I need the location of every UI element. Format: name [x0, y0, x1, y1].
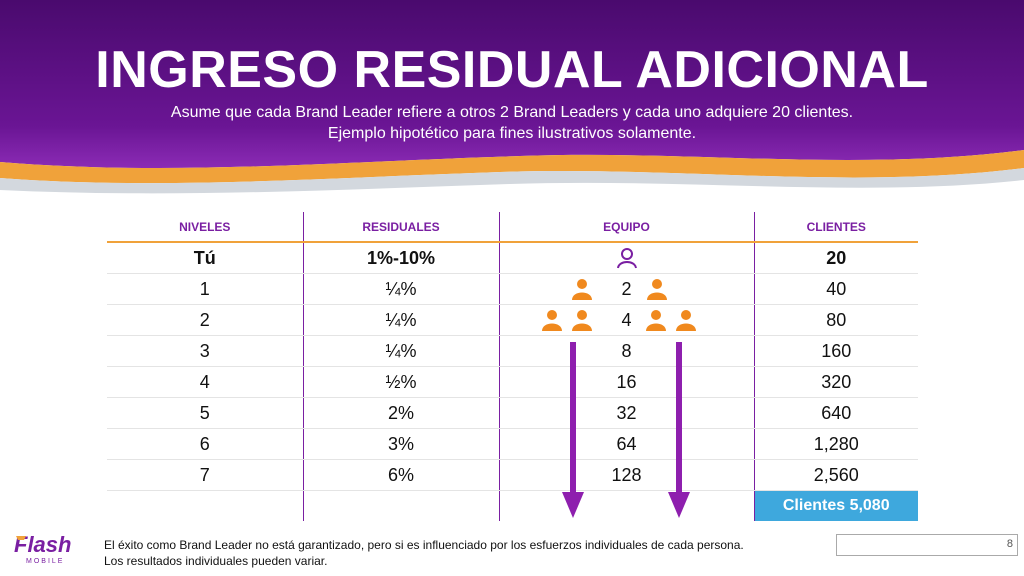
header-residuales: RESIDUALES: [302, 212, 499, 243]
cell-equipo: 16: [498, 366, 754, 398]
table-row: 3 ¼% 8 160: [107, 335, 918, 367]
header-background: [0, 0, 1024, 194]
disclaimer-line-1: El éxito como Brand Leader no está garan…: [104, 538, 744, 552]
page-number: 8: [836, 534, 1018, 556]
cell-residual: 3%: [302, 428, 499, 460]
table-row: 7 6% 128 2,560: [107, 459, 918, 491]
person-icon: [571, 310, 592, 331]
cell-nivel: 2: [107, 304, 303, 336]
cell-equipo: 2: [498, 273, 754, 305]
table-row: 4 ½% 16 320: [107, 366, 918, 398]
table-row: 6 3% 64 1,280: [107, 428, 918, 460]
table-row: Tú 1%-10% 20: [107, 242, 918, 274]
cell-equipo: 32: [498, 397, 754, 429]
equipo-count: 2: [621, 278, 632, 299]
person-icon: [646, 279, 667, 300]
cell-empty: [107, 491, 303, 522]
cell-equipo: [498, 242, 754, 274]
cell-nivel: Tú: [107, 242, 303, 274]
cell-residual: 1%-10%: [302, 242, 499, 274]
person-icon: [541, 310, 562, 331]
total-clientes: Clientes 5,080: [753, 490, 918, 521]
cell-nivel: 3: [107, 335, 303, 367]
cell-equipo: 8: [498, 335, 754, 367]
disclaimer: El éxito como Brand Leader no está garan…: [104, 537, 744, 569]
cell-empty: [498, 490, 754, 521]
down-arrow-icon: [668, 342, 690, 518]
table-row: 5 2% 32 640: [107, 397, 918, 429]
person-icon: [645, 310, 666, 331]
subtitle-line-2: Ejemplo hipotético para fines ilustrativ…: [327, 125, 697, 142]
person-icon: [675, 310, 696, 331]
header-clientes: CLIENTES: [753, 212, 918, 243]
disclaimer-line-2: Los resultados individuales pueden varia…: [104, 554, 328, 568]
cell-clientes: 1,280: [753, 428, 918, 460]
table-row: 1 ¼% 2 40: [107, 273, 918, 305]
cell-nivel: 6: [107, 428, 303, 460]
logo-word: Flash: [14, 532, 71, 557]
cell-clientes: 2,560: [753, 459, 918, 491]
flash-mobile-logo: Flash MOBILE: [14, 532, 71, 565]
subtitle-line-1: Asume que cada Brand Leader refiere a ot…: [170, 104, 854, 121]
page-title: INGRESO RESIDUAL ADICIONAL: [95, 41, 929, 99]
cell-clientes: 160: [753, 335, 918, 367]
table-total-row: Clientes 5,080: [107, 490, 918, 522]
cell-residual: ¼%: [302, 304, 499, 336]
cell-clientes: 80: [753, 304, 918, 336]
person-icon: [571, 279, 592, 300]
cell-nivel: 5: [107, 397, 303, 429]
cell-clientes: 640: [753, 397, 918, 429]
cell-residual: 6%: [302, 459, 499, 491]
cell-residual: ¼%: [302, 273, 499, 305]
cell-nivel: 7: [107, 459, 303, 491]
cell-residual: 2%: [302, 397, 499, 429]
header-niveles: NIVELES: [107, 212, 303, 243]
person-outline-icon: [616, 248, 637, 269]
header-equipo: EQUIPO: [498, 212, 754, 243]
down-arrow-icon: [562, 342, 584, 518]
cell-residual: ¼%: [302, 335, 499, 367]
equipo-count: 4: [621, 309, 632, 330]
cell-clientes: 320: [753, 366, 918, 398]
cell-clientes: 40: [753, 273, 918, 305]
header-banner: INGRESO RESIDUAL ADICIONAL Asume que cad…: [0, 0, 1024, 200]
cell-equipo: 4: [498, 304, 754, 336]
table-row: 2 ¼% 4 80: [107, 304, 918, 336]
residual-table: NIVELES RESIDUALES EQUIPO CLIENTES Tú 1%…: [107, 212, 918, 521]
cell-nivel: 4: [107, 366, 303, 398]
table-header-row: NIVELES RESIDUALES EQUIPO CLIENTES: [107, 212, 918, 243]
logo-tagline: MOBILE: [26, 558, 64, 565]
cell-equipo: 64: [498, 428, 754, 460]
cell-empty: [302, 490, 499, 521]
cell-clientes: 20: [753, 242, 918, 274]
cell-residual: ½%: [302, 366, 499, 398]
cell-equipo: 128: [498, 459, 754, 491]
cell-nivel: 1: [107, 273, 303, 305]
